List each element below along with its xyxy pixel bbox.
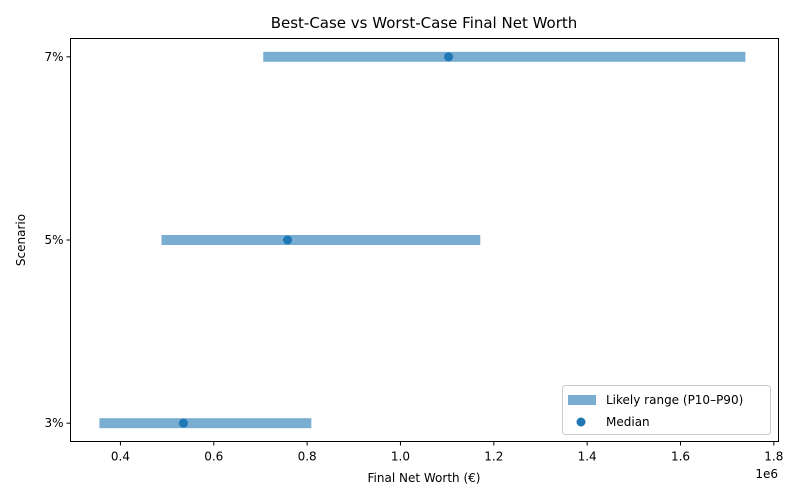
x-tick-label: 1.4 [578,450,597,464]
legend-range-swatch [568,395,596,405]
x-axis-label: Final Net Worth (€) [368,471,481,485]
median-point-3pct [178,418,188,428]
legend-range-label: Likely range (P10–P90) [606,393,743,407]
legend: Likely range (P10–P90) Median [562,385,771,435]
x-tick-label: 0.4 [111,450,130,464]
x-tick-label: 1.6 [671,450,690,464]
x-tick-label: 1.0 [391,450,410,464]
x-tick-label: 0.8 [298,450,317,464]
y-tick-label: 5% [44,233,63,247]
range-bar-5pct [161,235,481,245]
legend-median-marker [576,417,586,427]
median-point-5pct [283,235,293,245]
legend-box [562,385,771,435]
x-tick-label: 1.2 [484,450,503,464]
median-point-7pct [444,52,454,62]
range-bar-3pct [99,418,312,429]
chart-title: Best-Case vs Worst-Case Final Net Worth [271,14,578,32]
y-tick-label: 3% [44,416,63,430]
range-bar-7pct [263,51,746,62]
x-tick-label: 0.6 [204,450,223,464]
legend-median-label: Median [606,415,650,429]
x-tick-label: 1.8 [764,450,783,464]
y-tick-label: 7% [44,50,63,64]
y-axis-label: Scenario [14,214,28,266]
x-offset-label: 1e6 [755,467,778,481]
